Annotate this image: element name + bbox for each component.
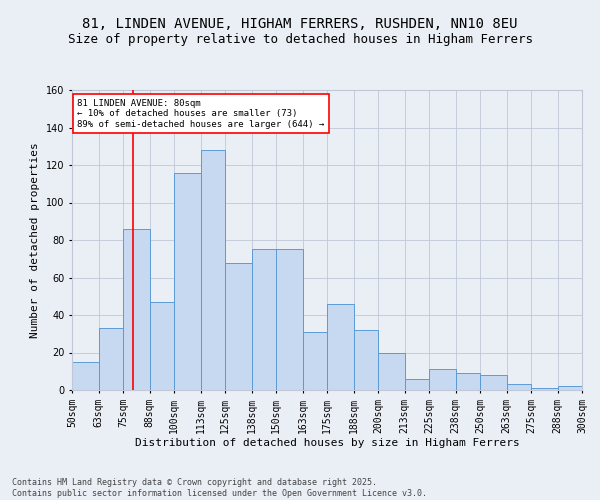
Bar <box>149 302 174 390</box>
Bar <box>123 229 149 390</box>
Text: 81, LINDEN AVENUE, HIGHAM FERRERS, RUSHDEN, NN10 8EU: 81, LINDEN AVENUE, HIGHAM FERRERS, RUSHD… <box>82 18 518 32</box>
Bar <box>98 328 123 390</box>
Bar <box>506 384 531 390</box>
Bar <box>251 250 276 390</box>
Bar <box>378 352 404 390</box>
Text: Size of property relative to detached houses in Higham Ferrers: Size of property relative to detached ho… <box>67 32 533 46</box>
Bar <box>302 332 327 390</box>
X-axis label: Distribution of detached houses by size in Higham Ferrers: Distribution of detached houses by size … <box>134 438 520 448</box>
Bar <box>174 172 200 390</box>
Bar <box>225 262 251 390</box>
Text: Contains HM Land Registry data © Crown copyright and database right 2025.
Contai: Contains HM Land Registry data © Crown c… <box>12 478 427 498</box>
Bar <box>557 386 582 390</box>
Bar <box>404 379 429 390</box>
Text: 81 LINDEN AVENUE: 80sqm
← 10% of detached houses are smaller (73)
89% of semi-de: 81 LINDEN AVENUE: 80sqm ← 10% of detache… <box>77 99 325 129</box>
Bar <box>429 370 455 390</box>
Bar <box>276 250 302 390</box>
Bar <box>72 362 98 390</box>
Bar <box>531 388 557 390</box>
Bar <box>200 150 225 390</box>
Bar <box>455 373 480 390</box>
Y-axis label: Number of detached properties: Number of detached properties <box>31 142 40 338</box>
Bar <box>353 330 378 390</box>
Bar <box>327 304 353 390</box>
Bar <box>480 375 506 390</box>
